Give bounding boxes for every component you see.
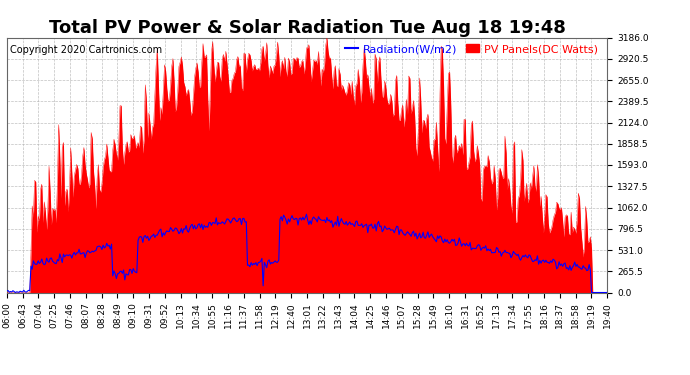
Title: Total PV Power & Solar Radiation Tue Aug 18 19:48: Total PV Power & Solar Radiation Tue Aug…	[48, 20, 566, 38]
Text: Copyright 2020 Cartronics.com: Copyright 2020 Cartronics.com	[10, 45, 162, 55]
Legend: Radiation(W/m2), PV Panels(DC Watts): Radiation(W/m2), PV Panels(DC Watts)	[340, 40, 602, 58]
